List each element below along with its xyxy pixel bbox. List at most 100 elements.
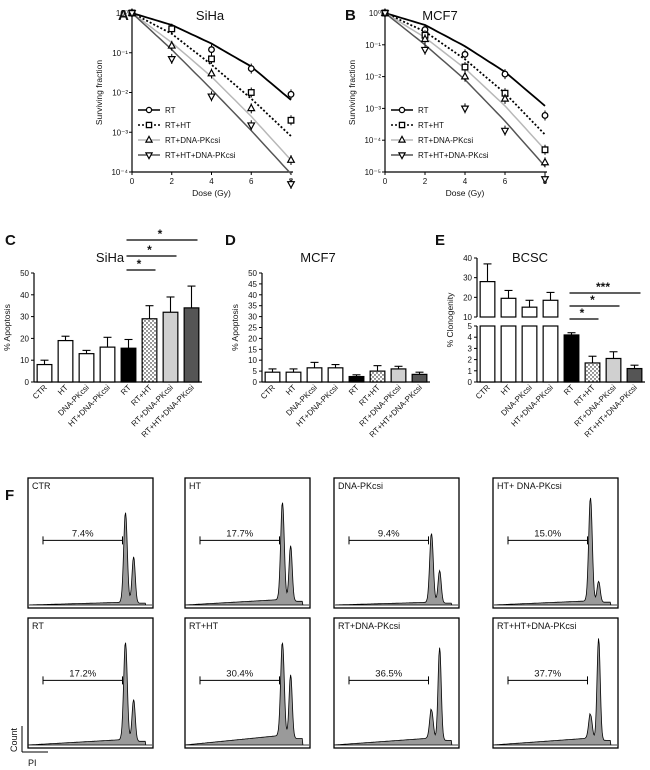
siha-apoptosis-bar-rt-dna-pkcsi: [162, 311, 179, 383]
mcf7-apoptosis-bar-rt-ht: [369, 370, 386, 383]
panel-letter-f: F: [5, 487, 14, 504]
siha-apoptosis-y-tick-label: 20: [20, 334, 29, 343]
histogram-ht-sub-g1-percent: 17.7%: [226, 528, 253, 539]
siha-apoptosis-category-label: RT: [119, 383, 133, 397]
histogram-ctr-label: CTR: [32, 481, 51, 491]
siha-apoptosis-bar-dna-pkcsi: [78, 353, 95, 383]
bcsc-clonogenity-category-label: CTR: [474, 383, 492, 401]
panel-letter-a: A: [118, 7, 129, 24]
panel-a-title: SiHa: [196, 8, 225, 23]
siha-survival-legend-marker-rt-ht: [145, 121, 153, 129]
mcf7-apoptosis-bar-ht-dna-pkcsi: [327, 367, 344, 383]
panel-letter-b: B: [345, 7, 356, 24]
mcf7-apoptosis-y-tick-label: 40: [248, 291, 257, 300]
siha-survival-x-tick-label: 6: [249, 177, 254, 186]
mcf7-survival-point-rt-ht-dna-pkcsi: [460, 105, 470, 114]
mcf7-survival-point-rt: [541, 112, 549, 119]
panel-e-title: BCSC: [512, 250, 548, 265]
mcf7-survival-legend-label-rt-ht: RT+HT: [418, 121, 444, 130]
bcsc-clonogenity-bar-ctr: [479, 281, 496, 318]
mcf7-survival-y-tick-label: 10⁻⁵: [365, 168, 381, 177]
histogram-rt-ht-dna-pkcsi-sub-g1-percent: 37.7%: [534, 668, 561, 679]
mcf7-apoptosis-y-axis-label: % Apoptosis: [230, 304, 240, 351]
histogram-rt-sub-g1-percent: 17.2%: [69, 668, 96, 679]
siha-apoptosis-bar-rt: [120, 347, 137, 383]
siha-survival-x-tick-label: 0: [130, 177, 135, 186]
mcf7-apoptosis-category-label: RT: [347, 383, 361, 397]
mcf7-survival-point-rt-dna-pkcsi: [540, 157, 550, 166]
siha-apoptosis-bar-rt-ht-dna-pkcsi: [183, 307, 200, 383]
mcf7-apoptosis-y-tick-label: 45: [248, 280, 257, 289]
histogram-ht-label: HT: [189, 481, 201, 491]
histogram-rt-histogram: [28, 642, 152, 746]
siha-apoptosis-y-axis-label: % Apoptosis: [2, 304, 12, 351]
mcf7-survival-legend-label-rt: RT: [418, 106, 429, 115]
mcf7-apoptosis-y-tick-label: 50: [248, 269, 257, 278]
panel-letter-d: D: [225, 232, 236, 249]
mcf7-survival-point-rt: [461, 50, 469, 58]
siha-apoptosis-category-label: CTR: [31, 383, 49, 401]
mcf7-apoptosis-bar-dna-pkcsi: [306, 367, 323, 383]
mcf7-survival-point-rt-ht: [461, 63, 469, 71]
siha-apoptosis-y-tick-label: 10: [20, 356, 29, 365]
siha-survival-point-rt: [247, 65, 255, 73]
mcf7-survival-x-tick-label: 2: [423, 177, 428, 186]
siha-apoptosis-y-tick-label: 40: [20, 291, 29, 300]
siha-survival-legend-label-rt: RT: [165, 106, 176, 115]
histogram-rt-dna-pkcsi-sub-g1-percent: 36.5%: [375, 668, 402, 679]
bcsc-clonogenity-category-label: HT: [499, 383, 513, 397]
histogram-rt-ht-sub-g1-percent: 30.4%: [226, 668, 253, 679]
mcf7-apoptosis-y-tick-label: 35: [248, 302, 257, 311]
mcf7-survival-curve-rt: [384, 12, 546, 107]
siha-survival-legend-label-rt-ht: RT+HT: [165, 121, 191, 130]
mcf7-survival-point-rt-ht-dna-pkcsi: [420, 46, 430, 55]
histogram-dna-pkcsi-histogram: [335, 533, 458, 606]
mcf7-apoptosis-y-tick-label: 15: [248, 345, 257, 354]
siha-apoptosis-bar-ht: [57, 339, 74, 383]
siha-survival-curve-rt: [131, 12, 292, 101]
mcf7-survival-point-rt-ht: [541, 146, 549, 154]
bcsc-clonogenity-bar-rt-ht: [584, 362, 601, 383]
histogram-dna-pkcsi-sub-g1-percent: 9.4%: [378, 528, 400, 539]
histogram-ctr-histogram: [29, 512, 152, 606]
bcsc-clonogenity-significance-label: *: [590, 293, 595, 307]
siha-apoptosis-y-tick-label: 30: [20, 313, 29, 322]
bcsc-clonogenity-y-tick-label: 1: [468, 367, 473, 376]
panel-d-title: MCF7: [300, 250, 335, 265]
histogram-rt-ht-histogram: [185, 642, 309, 746]
mcf7-survival-point-rt-ht-dna-pkcsi: [540, 176, 550, 185]
mcf7-apoptosis-bar-rt-dna-pkcsi: [390, 368, 407, 383]
mcf7-survival-x-tick-label: 6: [503, 177, 508, 186]
bcsc-clonogenity-bar-lower-ht: [500, 325, 517, 383]
flow-histograms: CTR 7.4% HT 17.7% DNA-PKcsi 9.4% HT+ DNA-PKcsi…: [27, 477, 619, 749]
mcf7-survival-y-tick-label: 10⁻⁴: [364, 136, 381, 145]
mcf7-survival-legend-marker-rt-ht-dna-pkcsi: [397, 152, 407, 160]
siha-apoptosis-bar-ctr: [36, 363, 53, 383]
siha-apoptosis-bar-rt-ht: [141, 318, 158, 383]
siha-survival-point-rt-ht-dna-pkcsi: [207, 93, 216, 102]
histogram-rt-label: RT: [32, 621, 44, 631]
mcf7-apoptosis-y-tick-label: 10: [248, 356, 257, 365]
panel-letter-c: C: [5, 232, 16, 249]
siha-apoptosis-significance-label: *: [147, 243, 152, 257]
mcf7-survival-x-axis-label: Dose (Gy): [446, 188, 485, 198]
siha-survival-point-rt: [287, 90, 295, 98]
bcsc-clonogenity-category-label: RT: [562, 383, 576, 397]
histogram-ht-dna-pkcsi-label: HT+ DNA-PKcsi: [497, 481, 562, 491]
mcf7-survival-y-tick-label: 10⁻³: [365, 104, 381, 113]
histogram-dna-pkcsi-label: DNA-PKcsi: [338, 481, 383, 491]
bcsc-clonogenity-y-tick-label: 4: [468, 333, 473, 342]
siha-survival-legend-marker-rt: [145, 106, 153, 114]
bcsc-clonogenity-y-tick-label: 2: [468, 356, 473, 365]
bcsc-clonogenity-y-tick-label: 0: [468, 378, 473, 387]
histogram-rt-ht-dna-pkcsi-histogram: [493, 638, 617, 746]
mcf7-survival-legend-label-rt-ht-dna-pkcsi: RT+HT+DNA-PKcsi: [418, 151, 489, 160]
bcsc-clonogenity-bar-ht: [500, 297, 517, 318]
mcf7-survival-point-rt: [501, 70, 509, 78]
siha-survival-point-rt-dna-pkcsi: [246, 103, 256, 112]
mcf7-survival-legend-label-rt-dna-pkcsi: RT+DNA-PKcsi: [418, 136, 473, 145]
